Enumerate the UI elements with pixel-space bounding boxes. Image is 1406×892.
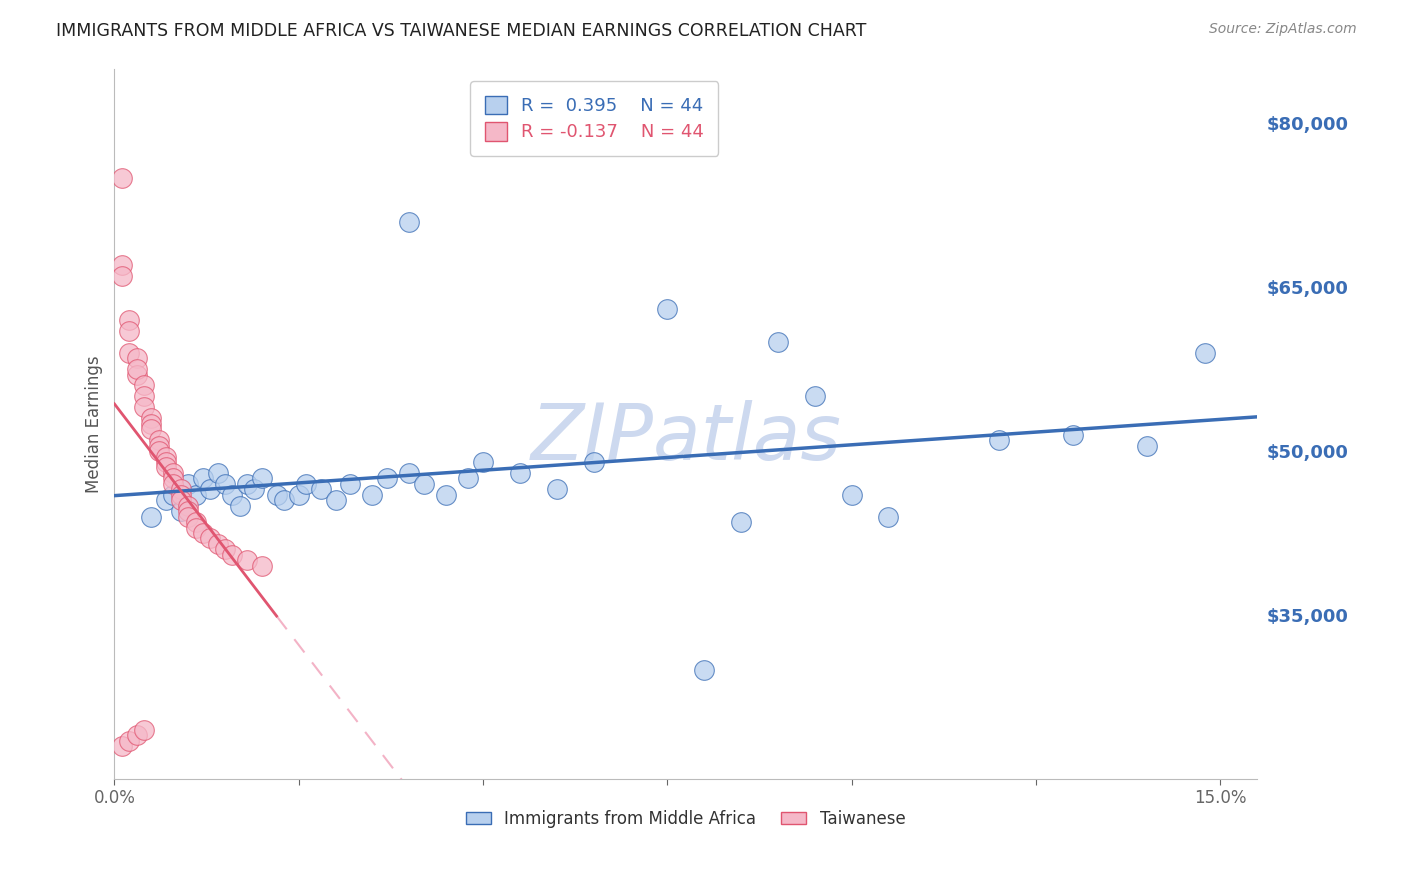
Point	[200, 532, 222, 546]
Point	[191, 471, 214, 485]
Point	[295, 476, 318, 491]
Point	[221, 548, 243, 562]
Point	[214, 476, 236, 491]
Point	[170, 488, 193, 502]
Point	[177, 476, 200, 491]
Point	[236, 476, 259, 491]
Point	[141, 417, 163, 431]
Point	[132, 389, 155, 403]
Point	[207, 466, 229, 480]
Point	[125, 362, 148, 376]
Point	[125, 351, 148, 366]
Point	[207, 537, 229, 551]
Point	[184, 520, 207, 534]
Point	[141, 411, 163, 425]
Point	[118, 733, 141, 747]
Point	[693, 663, 716, 677]
Point	[111, 269, 134, 284]
Point	[250, 558, 273, 573]
Point	[730, 515, 752, 529]
Text: ZIPatlas: ZIPatlas	[530, 400, 841, 476]
Point	[766, 334, 789, 349]
Point	[170, 493, 193, 508]
Point	[162, 466, 184, 480]
Point	[177, 499, 200, 513]
Point	[125, 368, 148, 382]
Point	[132, 378, 155, 392]
Point	[162, 476, 184, 491]
Point	[162, 471, 184, 485]
Point	[434, 488, 457, 502]
Point	[325, 493, 347, 508]
Point	[155, 450, 177, 464]
Point	[148, 433, 170, 447]
Point	[125, 728, 148, 742]
Point	[221, 488, 243, 502]
Point	[841, 488, 863, 502]
Point	[170, 504, 193, 518]
Point	[361, 488, 384, 502]
Point	[214, 542, 236, 557]
Point	[155, 455, 177, 469]
Point	[118, 345, 141, 359]
Point	[132, 401, 155, 415]
Point	[177, 509, 200, 524]
Point	[803, 389, 825, 403]
Y-axis label: Median Earnings: Median Earnings	[86, 355, 103, 492]
Point	[236, 553, 259, 567]
Point	[243, 483, 266, 497]
Point	[1135, 439, 1157, 453]
Point	[582, 455, 605, 469]
Point	[170, 483, 193, 497]
Point	[398, 214, 420, 228]
Point	[375, 471, 398, 485]
Point	[1194, 345, 1216, 359]
Point	[309, 483, 332, 497]
Point	[148, 439, 170, 453]
Point	[111, 258, 134, 272]
Point	[184, 515, 207, 529]
Point	[184, 488, 207, 502]
Point	[111, 739, 134, 753]
Text: IMMIGRANTS FROM MIDDLE AFRICA VS TAIWANESE MEDIAN EARNINGS CORRELATION CHART: IMMIGRANTS FROM MIDDLE AFRICA VS TAIWANE…	[56, 22, 866, 40]
Point	[141, 422, 163, 436]
Point	[988, 433, 1011, 447]
Point	[413, 476, 436, 491]
Point	[177, 504, 200, 518]
Point	[118, 324, 141, 338]
Point	[118, 313, 141, 327]
Legend: Immigrants from Middle Africa, Taiwanese: Immigrants from Middle Africa, Taiwanese	[460, 803, 912, 835]
Point	[155, 493, 177, 508]
Point	[273, 493, 295, 508]
Point	[472, 455, 495, 469]
Point	[148, 444, 170, 458]
Point	[250, 471, 273, 485]
Point	[200, 483, 222, 497]
Point	[141, 509, 163, 524]
Point	[191, 526, 214, 541]
Point	[339, 476, 361, 491]
Point	[877, 509, 900, 524]
Point	[398, 466, 420, 480]
Point	[1062, 427, 1084, 442]
Point	[229, 499, 252, 513]
Point	[111, 170, 134, 185]
Point	[266, 488, 288, 502]
Point	[546, 483, 568, 497]
Text: Source: ZipAtlas.com: Source: ZipAtlas.com	[1209, 22, 1357, 37]
Point	[657, 301, 679, 316]
Point	[155, 460, 177, 475]
Point	[132, 723, 155, 737]
Point	[457, 471, 479, 485]
Point	[509, 466, 531, 480]
Point	[287, 488, 309, 502]
Point	[162, 488, 184, 502]
